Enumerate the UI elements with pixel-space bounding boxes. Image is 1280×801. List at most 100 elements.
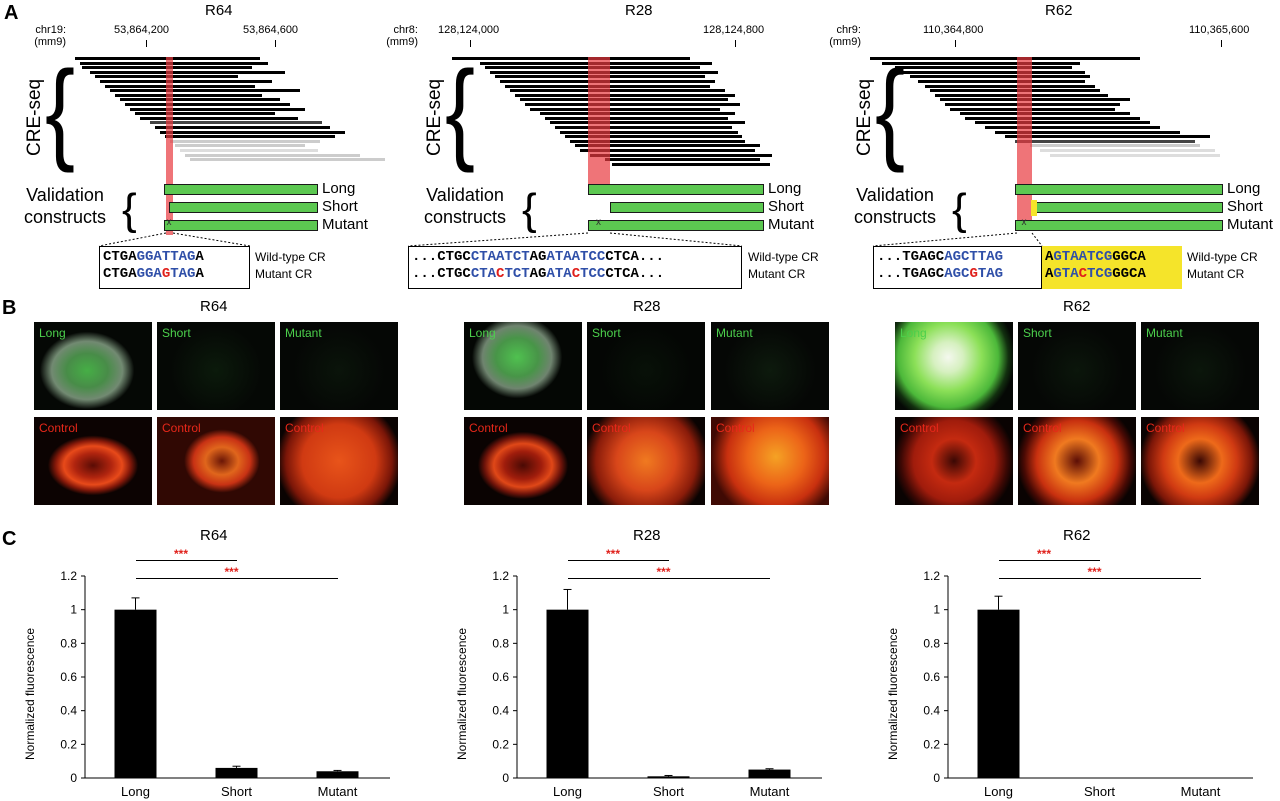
bar (316, 771, 359, 778)
cre-seq-read (945, 103, 1120, 106)
y-tick-label: 0.8 (60, 636, 77, 650)
cre-seq-read (612, 162, 770, 166)
bar (977, 609, 1020, 778)
coordinate-label: 110,364,800 (923, 24, 984, 36)
cre-seq-read (452, 57, 690, 60)
sequence-segment: AGCTTAG (944, 249, 1004, 265)
sequence-segment: CTA (470, 266, 497, 282)
cre-seq-read (540, 112, 735, 116)
cre-seq-read (895, 66, 1072, 70)
cre-seq-read (560, 130, 738, 134)
bar (546, 609, 589, 778)
significance-line (567, 578, 770, 579)
cre-seq-read (525, 103, 740, 106)
coordinate-label: 110,365,600 (1189, 24, 1250, 36)
y-tick-label: 1.2 (60, 569, 77, 583)
cre-seq-read (530, 107, 720, 111)
sequence-segment: ...TGAGC (877, 266, 945, 282)
control-image: Control (895, 417, 1013, 505)
sequence-line: ...CTGCCTAATCTAGATAATCCCTCA... (412, 249, 664, 266)
y-tick-label: 1 (502, 603, 509, 617)
cre-seq-read (1040, 149, 1215, 152)
cre-seq-read (918, 80, 1085, 83)
image-group-title: R64 (200, 298, 228, 315)
gfp-image-label: Short (592, 326, 621, 340)
chromosome-label: chr9: (mm9) (795, 24, 861, 48)
y-tick-label: 0 (70, 771, 77, 785)
sequence-segment: C (496, 266, 505, 282)
sequence-segment: GGCA (1112, 266, 1146, 282)
sequence-segment: G (161, 266, 171, 282)
sequence-segment: ...CTGC (412, 266, 471, 282)
cre-seq-read (1015, 139, 1195, 143)
sequence-segment: ATAATCC (546, 249, 606, 265)
coordinate-tick (735, 40, 736, 47)
validation-constructs-label: Validation constructs (424, 184, 506, 228)
sequence-segment: AG (529, 266, 547, 282)
sequence-line: AGTAATCGGGCA (1045, 249, 1146, 266)
cre-seq-read (940, 98, 1130, 102)
gfp-image-label: Mutant (285, 326, 322, 340)
sequence-segment: GGCA (1112, 249, 1146, 265)
image-group-title: R62 (1063, 298, 1091, 315)
construct-bar (588, 220, 764, 231)
y-tick-label: 0.2 (60, 737, 77, 751)
x-tick-label: Long (984, 784, 1013, 799)
cre-seq-read (520, 98, 728, 102)
cre-seq-read (140, 116, 298, 120)
cre-seq-brace: { (445, 48, 476, 174)
cre-seq-read (590, 153, 772, 157)
mutant-label: Mutant CR (1187, 267, 1245, 281)
gfp-image-label: Mutant (1146, 326, 1183, 340)
control-image-label: Control (162, 421, 201, 435)
cre-seq-read (1050, 153, 1220, 157)
coordinate-label: 53,864,200 (114, 24, 170, 36)
y-tick-label: 0.6 (923, 670, 940, 684)
cre-seq-read (180, 149, 318, 152)
y-axis-label: Normalized fluorescence (455, 627, 469, 760)
sequence-segment: GGA (136, 266, 162, 282)
x-tick-label: Long (553, 784, 582, 799)
y-tick-label: 0.8 (492, 636, 509, 650)
y-tick-label: 1.2 (923, 569, 940, 583)
chromosome-label: chr19: (mm9) (0, 24, 66, 48)
cre-seq-read (105, 84, 255, 88)
coordinate-label: 128,124,000 (438, 24, 500, 36)
sequence-segment: GGATTAG (136, 249, 196, 265)
control-image: Control (157, 417, 275, 505)
y-tick-label: 0.4 (60, 704, 77, 718)
chromosome-name: chr9: (836, 24, 861, 36)
sequence-segment: CTAATCT (470, 249, 530, 265)
bar (748, 769, 791, 778)
cre-seq-read (120, 98, 280, 102)
significance-line (998, 578, 1201, 579)
cre-seq-read (965, 116, 1140, 120)
sequence-segment: AGC (944, 266, 970, 282)
x-tick-label: Long (121, 784, 150, 799)
cre-seq-read (165, 135, 335, 139)
significance-stars: *** (224, 565, 239, 579)
construct-bar (1015, 184, 1223, 195)
control-image-label: Control (469, 421, 508, 435)
construct-bar (169, 202, 318, 213)
validation-constructs-label: Validation constructs (24, 184, 106, 228)
significance-stars: *** (606, 547, 621, 561)
gfp-image: Short (587, 322, 705, 410)
control-image-label: Control (1146, 421, 1185, 435)
control-image-label: Control (900, 421, 939, 435)
control-image-label: Control (285, 421, 324, 435)
cre-seq-read (170, 139, 320, 143)
sequence-segment: C (1078, 266, 1088, 282)
bar (647, 776, 690, 778)
coordinate-tick (470, 40, 471, 47)
coordinate-tick (146, 40, 147, 47)
bar-chart-svg: 0 0.2 0.4 0.6 0.8 1 1.2 Long Short Mutant (60, 569, 390, 799)
sequence-line: ...CTGCCTACTCTAGATACTCCCTCA... (412, 266, 664, 283)
sequence-segment: TAG (170, 266, 196, 282)
cre-seq-read (555, 126, 732, 129)
x-tick-label: Mutant (318, 784, 358, 799)
x-tick-label: Short (1084, 784, 1115, 799)
significance-line (567, 560, 669, 561)
construct-label-long: Long (768, 180, 802, 197)
bar (114, 609, 157, 778)
